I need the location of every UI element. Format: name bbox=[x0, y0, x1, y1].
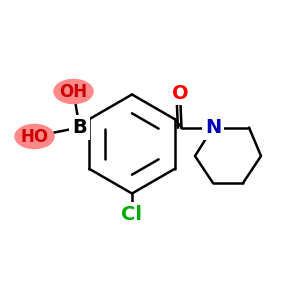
Text: N: N bbox=[205, 118, 221, 137]
Text: HO: HO bbox=[20, 128, 49, 146]
Text: OH: OH bbox=[59, 82, 88, 100]
Ellipse shape bbox=[14, 124, 55, 149]
Text: Cl: Cl bbox=[122, 205, 142, 224]
Ellipse shape bbox=[53, 79, 94, 104]
Text: B: B bbox=[72, 118, 87, 137]
Text: O: O bbox=[172, 83, 188, 103]
